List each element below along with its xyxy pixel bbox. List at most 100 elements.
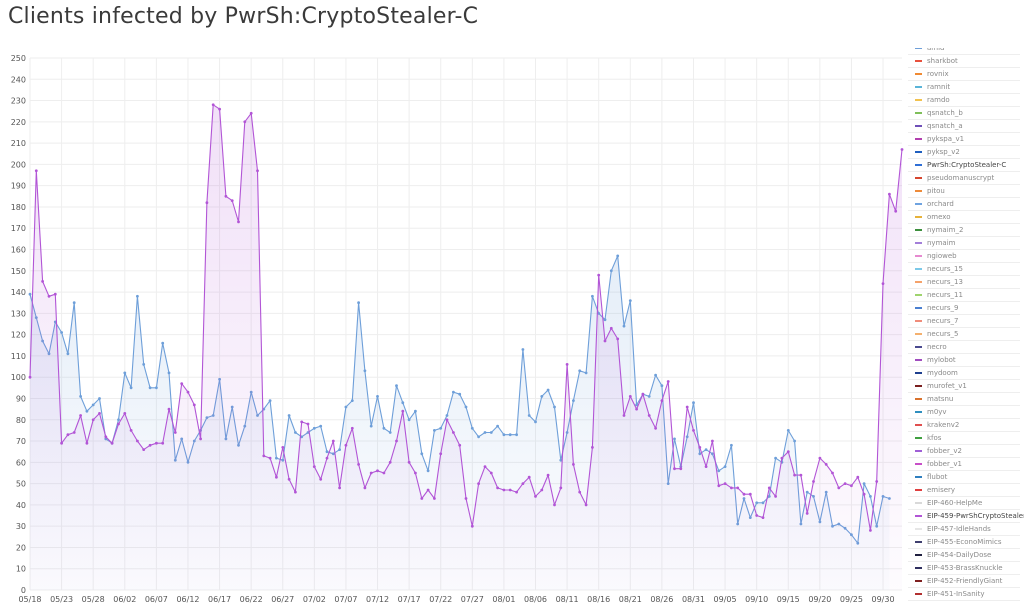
legend-item[interactable]: EIP-457-IdleHands: [906, 522, 991, 535]
legend-item[interactable]: pyksp_v2: [906, 145, 960, 158]
data-point: [723, 482, 727, 485]
legend-item[interactable]: m0yv: [906, 405, 947, 418]
legend-item[interactable]: EIP-453-BrassKnuckle: [906, 561, 1003, 574]
data-point: [275, 456, 278, 460]
data-point: [723, 465, 727, 468]
legend-swatch: [915, 150, 922, 153]
data-point: [786, 429, 790, 432]
y-tick-label: 130: [11, 309, 26, 318]
data-point: [344, 443, 348, 447]
legend-item[interactable]: rovnix: [906, 67, 949, 80]
data-point: [489, 471, 493, 475]
legend-item[interactable]: necurs_13: [906, 275, 963, 288]
legend-label: fobber_v2: [927, 446, 962, 455]
data-point: [211, 103, 215, 107]
data-point: [161, 441, 165, 445]
legend-label: nymaim: [927, 238, 956, 247]
legend-label: nymaim_2: [927, 225, 964, 234]
legend-item[interactable]: necro: [906, 340, 947, 353]
legend-item[interactable]: EIP-452-FriendlyGiant: [906, 574, 1002, 587]
line-chart[interactable]: 0 10 20 30 40 50 60 70 80 90 100 110 120 130 140 150 160…: [0, 40, 906, 607]
y-tick-label: 40: [16, 501, 26, 510]
data-point: [433, 429, 436, 432]
x-tick-label: 06/17: [208, 595, 231, 604]
legend-item[interactable]: murofet_v1: [906, 379, 967, 392]
legend-item[interactable]: qsnatch_a: [906, 119, 963, 132]
legend-item[interactable]: nymaim_2: [906, 223, 963, 236]
data-point: [445, 418, 449, 422]
legend-item[interactable]: pykspa_v1: [906, 132, 964, 145]
legend-item[interactable]: pitou: [906, 184, 945, 197]
legend-item[interactable]: pseudomanuscrypt: [906, 171, 994, 184]
data-point: [786, 450, 790, 454]
legend-item[interactable]: EIP-455-EconoMimics: [906, 535, 1001, 548]
data-point: [742, 492, 746, 496]
legend-item[interactable]: flubot: [906, 470, 947, 483]
x-tick-label: 08/11: [556, 595, 579, 604]
data-point: [862, 482, 866, 485]
legend-item[interactable]: ramdo: [906, 93, 950, 106]
x-tick-label: 09/10: [745, 595, 768, 604]
legend-item[interactable]: orchard: [906, 197, 954, 210]
data-point: [98, 412, 101, 415]
legend-swatch: [915, 514, 922, 517]
legend-item[interactable]: necurs_7: [906, 314, 959, 327]
legend-item[interactable]: necurs_5: [906, 327, 959, 340]
data-point: [824, 463, 828, 466]
legend-item[interactable]: sharkbot: [906, 54, 958, 67]
x-tick-label: 07/17: [398, 595, 421, 604]
x-tick-label: 05/18: [18, 595, 41, 604]
legend-item[interactable]: matsnu: [906, 392, 953, 405]
legend-item[interactable]: PwrSh:CryptoStealer-C: [906, 158, 1006, 171]
data-point: [369, 471, 373, 475]
data-point: [888, 192, 891, 196]
data-point: [458, 443, 462, 447]
legend-item[interactable]: necurs_15: [906, 262, 963, 275]
legend-divider: [908, 184, 1020, 185]
legend-swatch: [915, 215, 922, 218]
legend-divider: [908, 171, 1020, 172]
data-point: [363, 486, 367, 490]
data-point: [622, 324, 626, 328]
x-tick-label: 09/30: [872, 595, 895, 604]
legend-item[interactable]: omexo: [906, 210, 951, 223]
legend-item[interactable]: fobber_v2: [906, 444, 962, 457]
legend-item[interactable]: EIP-451-InSanity: [906, 587, 984, 600]
legend-label: necurs_15: [927, 264, 963, 273]
legend-item[interactable]: ngioweb: [906, 249, 957, 262]
y-tick-label: 90: [16, 394, 26, 403]
data-point: [894, 209, 898, 213]
legend-item[interactable]: EIP-460-HelpMe: [906, 496, 982, 509]
plot-area[interactable]: 0 10 20 30 40 50 60 70 80 90 100 110 120 130 140 150 160…: [0, 40, 906, 607]
legend-divider: [908, 301, 1020, 302]
legend-item[interactable]: mydoom: [906, 366, 958, 379]
legend-swatch: [915, 527, 922, 530]
legend-item[interactable]: emisery: [906, 483, 955, 496]
legend-divider: [908, 366, 1020, 367]
legend-item[interactable]: ramnit: [906, 80, 950, 93]
legend-item[interactable]: fobber_v1: [906, 457, 962, 470]
legend-item[interactable]: necurs_9: [906, 301, 959, 314]
data-point: [635, 407, 638, 411]
legend-swatch: [915, 189, 922, 192]
legend-item[interactable]: amid: [906, 48, 945, 54]
legend-item[interactable]: necurs_11: [906, 288, 963, 301]
data-point: [780, 456, 784, 460]
legend-item[interactable]: nymaim: [906, 236, 955, 249]
legend-item[interactable]: EIP-459-PwrShCryptoStealerD: [906, 509, 1024, 522]
legend-item[interactable]: EIP-454-DailyDose: [906, 548, 991, 561]
legend-item[interactable]: qsnatch_b: [906, 106, 963, 119]
y-tick-label: 20: [16, 543, 26, 552]
legend-item[interactable]: kfos: [906, 431, 941, 444]
legend-item[interactable]: krakenv2: [906, 418, 959, 431]
data-point: [306, 422, 310, 426]
data-point: [136, 439, 139, 443]
legend-swatch: [915, 332, 922, 335]
legend[interactable]: amid sharkbot rovnix ramnit ramdo qsnatch_bqs…: [906, 48, 1024, 607]
data-point: [224, 194, 228, 198]
legend-divider: [908, 600, 1020, 601]
legend-item[interactable]: mylobot: [906, 353, 956, 366]
data-point: [275, 475, 278, 479]
data-point: [420, 452, 424, 456]
data-point: [660, 399, 664, 402]
